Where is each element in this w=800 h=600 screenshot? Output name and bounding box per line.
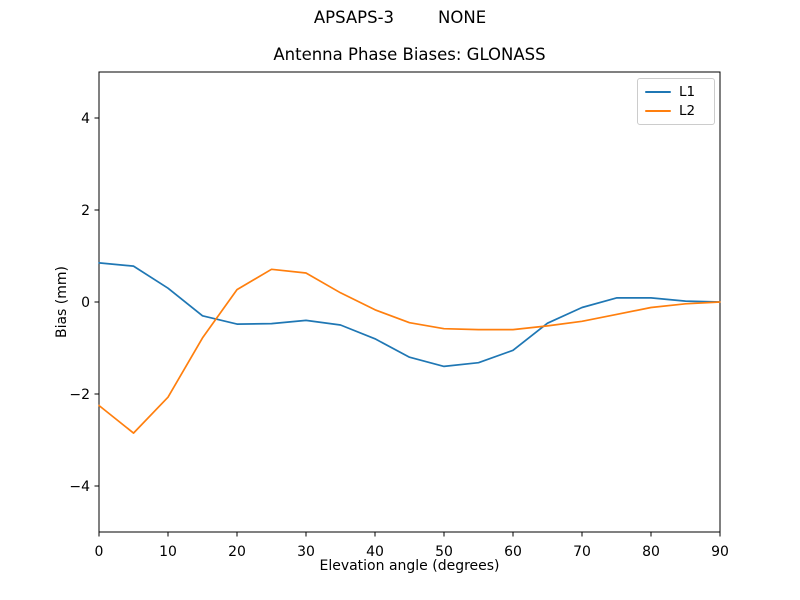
x-tick-label: 60 bbox=[504, 544, 522, 560]
l1-line-swatch bbox=[645, 90, 671, 94]
y-tick-label: 4 bbox=[81, 111, 90, 127]
y-tick-label: 2 bbox=[81, 203, 90, 219]
y-tick-label: −4 bbox=[69, 479, 90, 495]
x-tick-label: 80 bbox=[642, 544, 660, 560]
x-tick-label: 90 bbox=[711, 544, 729, 560]
x-tick-label: 0 bbox=[95, 544, 104, 560]
legend-entry-l2: L2 bbox=[645, 103, 707, 119]
series-line-L2 bbox=[98, 268, 721, 434]
l2-line-swatch bbox=[645, 109, 671, 113]
chart-title: Antenna Phase Biases: GLONASS bbox=[273, 45, 546, 64]
x-tick-label: 40 bbox=[366, 544, 384, 560]
suptitle-station: APSAPS-3 bbox=[313, 8, 395, 27]
legend: L1 L2 bbox=[637, 78, 715, 125]
y-tick-label: −2 bbox=[69, 387, 90, 403]
x-tick-label: 10 bbox=[159, 544, 177, 560]
x-tick-label: 50 bbox=[435, 544, 453, 560]
x-tick-label: 20 bbox=[228, 544, 246, 560]
x-tick-label: 30 bbox=[297, 544, 315, 560]
axes-frame bbox=[98, 71, 721, 533]
y-tick-label: 0 bbox=[81, 295, 90, 311]
x-axis-label: Elevation angle (degrees) bbox=[319, 558, 500, 574]
suptitle: APSAPS-3 NONE bbox=[0, 8, 800, 27]
legend-label-l2: L2 bbox=[679, 103, 696, 119]
legend-label-l1: L1 bbox=[679, 84, 696, 100]
series-line-L1 bbox=[98, 262, 721, 368]
legend-entry-l1: L1 bbox=[645, 84, 707, 100]
suptitle-antenna: NONE bbox=[438, 8, 487, 27]
x-tick-label: 70 bbox=[573, 544, 591, 560]
y-axis-label: Bias (mm) bbox=[54, 265, 70, 339]
